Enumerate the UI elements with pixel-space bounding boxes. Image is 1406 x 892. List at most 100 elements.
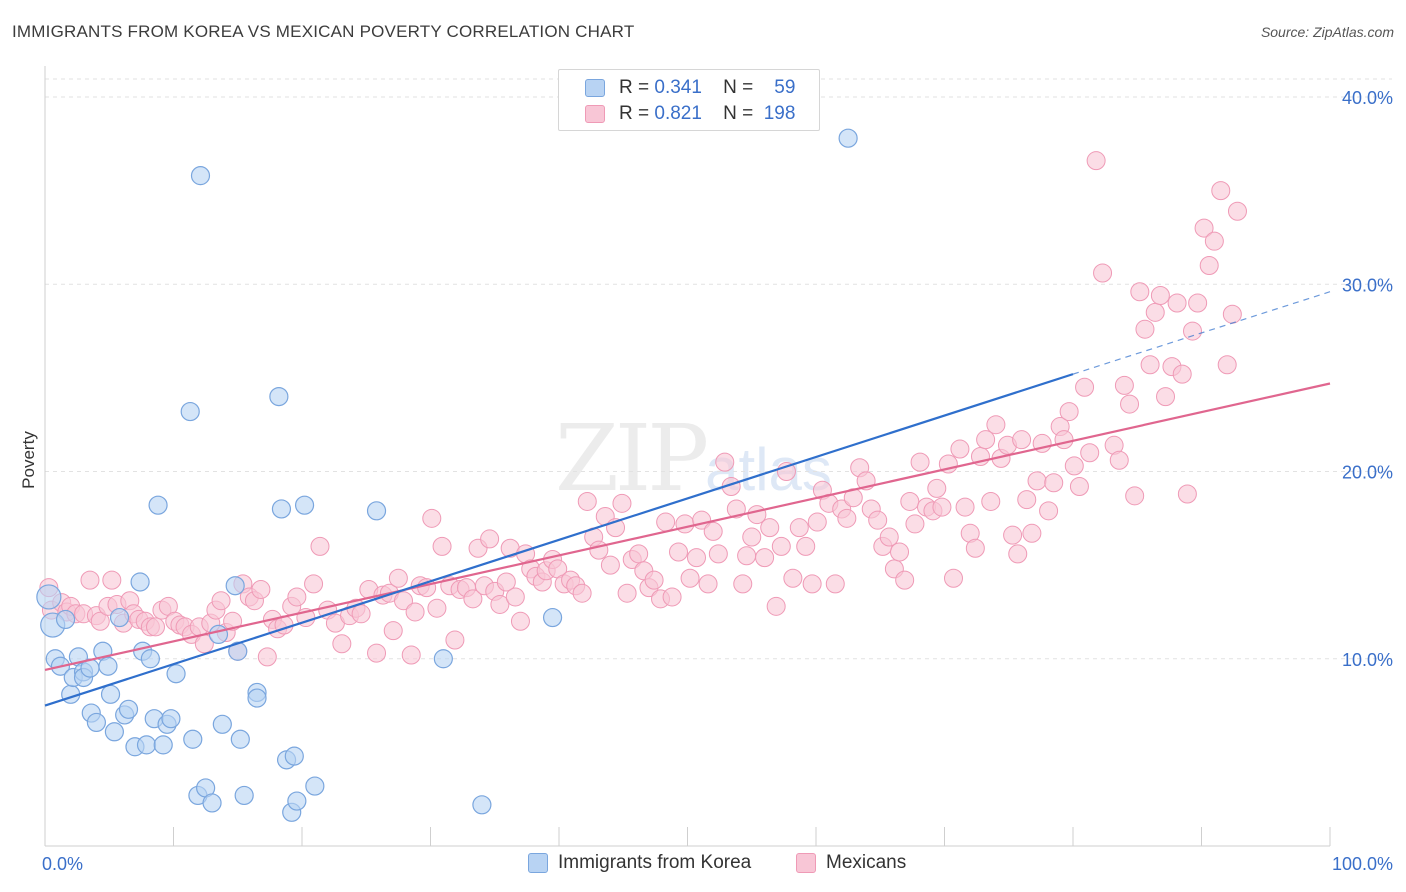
- korea-point: [100, 684, 121, 704]
- mexicans-point: [662, 587, 682, 607]
- mexicans-point: [965, 538, 985, 558]
- mexicans-point: [1167, 293, 1187, 313]
- mexicans-point: [463, 589, 483, 609]
- korea-points: [36, 128, 858, 822]
- mexicans-point: [1172, 364, 1192, 384]
- mexicans-point: [1114, 375, 1134, 395]
- mexicans-point: [629, 544, 649, 564]
- mexicans-point: [703, 521, 723, 541]
- korea-point: [838, 128, 858, 148]
- axis-labels: 10.0% 20.0% 30.0% 40.0% 0.0% 100.0% Poverty: [19, 88, 1393, 874]
- mexicans-point: [698, 574, 718, 594]
- mexicans-point: [388, 568, 408, 588]
- korea-point: [140, 649, 160, 669]
- mexicans-point: [760, 518, 780, 538]
- korea-point: [234, 785, 254, 806]
- korea-point: [228, 641, 248, 661]
- y-tick-label: 10.0%: [1342, 650, 1393, 670]
- korea-point: [161, 709, 181, 729]
- mexicans-point: [825, 574, 845, 594]
- korea-point: [212, 714, 232, 734]
- mexicans-point: [905, 514, 925, 534]
- korea-point: [180, 401, 200, 422]
- mexicans-point: [976, 430, 996, 450]
- legend-row-mexicans: R = 0.821 N = 198: [585, 102, 795, 126]
- mexicans-point: [680, 568, 700, 588]
- mexicans-point: [715, 452, 735, 472]
- korea-trend-extension: [1072, 291, 1331, 375]
- mexicans-point: [1012, 430, 1032, 450]
- legend-r-value-korea: 0.341: [654, 77, 702, 98]
- axes: [44, 66, 1331, 847]
- mexicans-point: [1130, 282, 1150, 302]
- legend-item-mexicans[interactable]: Mexicans: [796, 852, 906, 874]
- zipatlas-watermark: ZIPatlas: [555, 405, 832, 512]
- legend-r-label: R =: [619, 77, 650, 98]
- mexicans-point: [1217, 355, 1237, 375]
- mexicans-point: [1008, 544, 1028, 564]
- korea-point: [472, 795, 492, 815]
- mexicans-point: [737, 546, 757, 566]
- mexicans-point: [890, 542, 910, 562]
- mexicans-point: [1120, 394, 1140, 414]
- korea-point: [36, 584, 62, 610]
- mexicans-point: [950, 439, 970, 459]
- mexicans-point: [612, 493, 632, 513]
- mexicans-point: [1183, 321, 1203, 341]
- mexicans-point: [1145, 302, 1165, 322]
- mexicans-point: [796, 536, 816, 556]
- mexicans-point: [1211, 181, 1231, 201]
- mexicans-point: [955, 497, 975, 517]
- korea-point: [98, 656, 118, 676]
- mexicans-point: [427, 598, 447, 618]
- legend-row-korea: R = 0.341 N = 59: [585, 76, 795, 100]
- trend-lines: [44, 291, 1331, 707]
- korea-point: [148, 495, 168, 515]
- mexicans-point: [879, 527, 899, 547]
- mexicans-point: [783, 568, 803, 588]
- mexicans-point: [383, 621, 403, 641]
- korea-point: [130, 572, 150, 592]
- mexicans-points: [39, 151, 1247, 667]
- mexicans-point: [496, 572, 516, 592]
- mexicans-point: [868, 510, 888, 530]
- korea-point: [247, 688, 267, 708]
- mexicans-point: [223, 611, 243, 631]
- mexicans-point: [1022, 523, 1042, 543]
- mexicans-point: [1059, 402, 1079, 422]
- korea-point: [86, 712, 107, 733]
- mexicans-point: [1054, 430, 1074, 450]
- mexicans-point: [600, 555, 620, 575]
- korea-point: [305, 776, 325, 796]
- mexicans-point: [257, 647, 277, 667]
- korea-point: [118, 699, 139, 719]
- mexicans-point: [332, 634, 352, 654]
- korea-trend-line: [44, 373, 1074, 707]
- mexicans-point: [932, 497, 952, 517]
- legend-label-korea: Immigrants from Korea: [558, 852, 752, 873]
- mexicans-point: [510, 611, 530, 631]
- korea-point: [153, 735, 173, 755]
- mexicans-point: [367, 643, 387, 663]
- mexicans-point: [1027, 471, 1047, 491]
- mexicans-point: [1003, 525, 1023, 545]
- mexicans-point: [895, 570, 915, 590]
- mexicans-point: [617, 583, 637, 603]
- legend-item-korea[interactable]: Immigrants from Korea: [528, 852, 751, 874]
- korea-point: [136, 735, 157, 755]
- legend-label-mexicans: Mexicans: [826, 852, 907, 873]
- mexicans-point: [1156, 387, 1176, 407]
- series-legend: Immigrants from Korea Mexicans: [0, 850, 1406, 880]
- mexicans-point: [755, 548, 775, 568]
- mexicans-point: [1109, 450, 1129, 470]
- mexicans-point: [910, 452, 930, 472]
- mexicans-point: [146, 617, 166, 637]
- mexicans-point: [1227, 201, 1247, 221]
- mexicans-point: [577, 491, 597, 511]
- mexicans-point: [943, 568, 963, 588]
- mexicans-point: [90, 611, 110, 631]
- legend-n-label: N =: [723, 103, 754, 124]
- mexicans-point: [401, 645, 421, 665]
- legend-n-label: N =: [723, 77, 754, 98]
- mexicans-point: [802, 574, 822, 594]
